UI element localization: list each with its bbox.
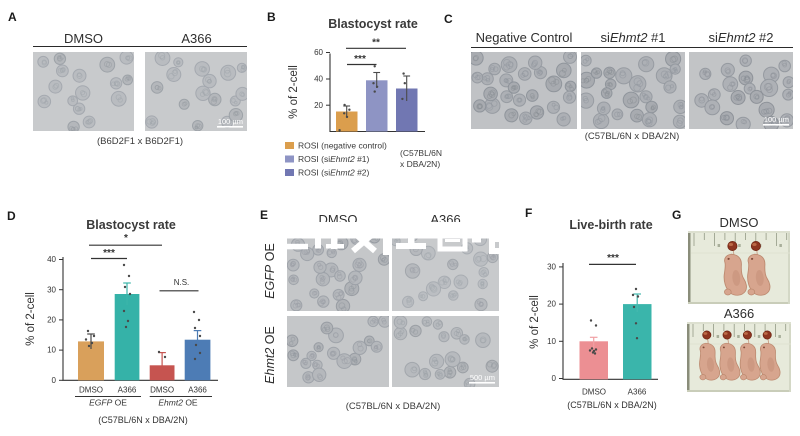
svg-text:Blastocyst rate: Blastocyst rate [86,218,176,232]
svg-text:30: 30 [47,285,56,294]
svg-text:EGFP OE: EGFP OE [89,398,127,408]
svg-text:**: ** [372,38,380,49]
svg-text:N.S.: N.S. [174,278,190,287]
svg-text:ROSI (siEhmt2 #2): ROSI (siEhmt2 #2) [298,168,370,178]
svg-text:30: 30 [547,263,556,272]
svg-text:B: B [267,10,276,24]
svg-text:Live-birth rate: Live-birth rate [569,218,652,232]
svg-text:*: * [124,233,128,244]
svg-text:A366: A366 [628,388,647,397]
svg-text:% of 2-cell: % of 2-cell [529,295,541,349]
svg-text:40: 40 [314,75,323,84]
svg-text:20: 20 [47,316,56,325]
svg-text:40: 40 [47,255,56,264]
svg-text:ROSI (siEhmt2 #1): ROSI (siEhmt2 #1) [298,154,370,164]
svg-text:20: 20 [314,101,323,110]
svg-text:100 µm: 100 µm [218,117,243,126]
svg-text:DMSO: DMSO [79,386,103,395]
svg-text:ROSI (negative control): ROSI (negative control) [298,141,387,151]
svg-text:(C57BL/6N x DBA/2N): (C57BL/6N x DBA/2N) [567,400,657,410]
svg-text:A366: A366 [188,386,207,395]
svg-text:(C57BL/6N x DBA/2N): (C57BL/6N x DBA/2N) [98,415,188,425]
svg-text:0: 0 [52,376,57,385]
svg-text:(C57BL/6N: (C57BL/6N [400,148,442,158]
svg-text:20: 20 [547,300,556,309]
svg-text:***: *** [607,253,619,264]
svg-text:A366: A366 [118,386,137,395]
svg-text:EGFP OE: EGFP OE [263,243,277,299]
svg-text:10: 10 [47,346,56,355]
svg-text:Ehmt2 OE: Ehmt2 OE [263,326,277,384]
svg-text:F: F [525,206,532,220]
svg-text:10: 10 [547,337,556,346]
svg-text:500 µm: 500 µm [470,373,495,382]
svg-text:60: 60 [314,48,323,57]
svg-text:Ehmt2 OE: Ehmt2 OE [158,398,198,408]
svg-text:100 µm: 100 µm [764,115,789,124]
svg-text:% of 2-cell: % of 2-cell [25,292,37,346]
svg-text:Blastocyst rate: Blastocyst rate [328,17,418,31]
svg-text:% of 2-cell: % of 2-cell [288,65,300,119]
svg-text:0: 0 [552,374,557,383]
svg-text:***: *** [103,248,115,259]
svg-text:x DBA/2N): x DBA/2N) [400,159,440,169]
svg-text:***: *** [354,54,366,65]
svg-text:DMSO: DMSO [150,386,174,395]
svg-text:DMSO: DMSO [582,388,606,397]
svg-text:D: D [7,209,16,223]
